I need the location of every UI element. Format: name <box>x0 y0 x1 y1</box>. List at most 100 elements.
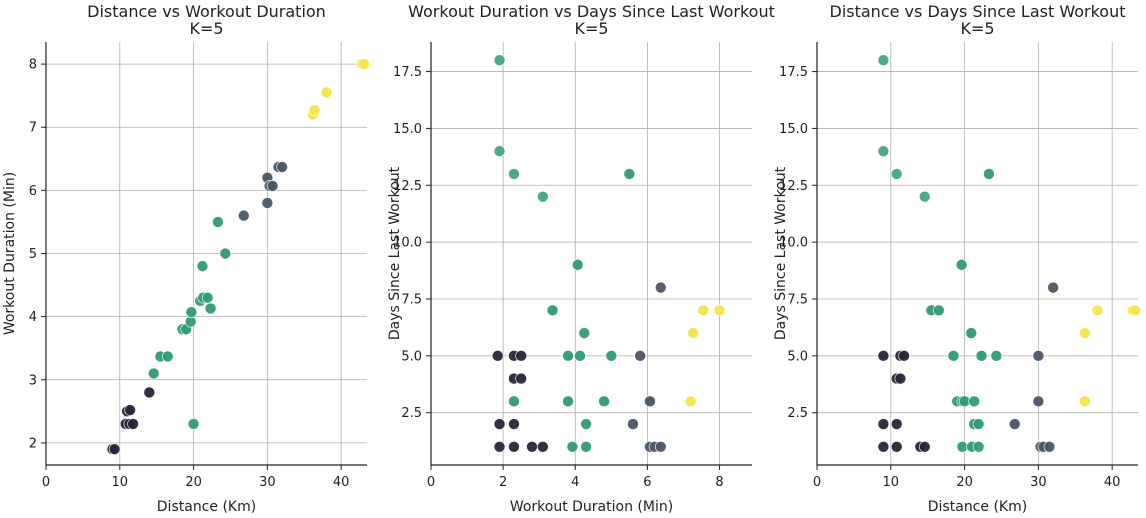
data-point <box>493 441 506 453</box>
data-point <box>147 367 160 380</box>
data-point <box>308 104 321 116</box>
data-point <box>965 327 978 339</box>
data-point <box>276 161 288 173</box>
data-point <box>320 86 333 99</box>
y-tick-label: 2 <box>29 436 37 451</box>
x-tick-label: 2 <box>499 475 507 490</box>
y-tick-label: 17.5 <box>393 65 422 80</box>
data-point <box>212 216 224 228</box>
chart-panel-2: 0 2 4 6 8 2.5 5.0 7.5 10.0 12.5 15.0 17.5 Workout Du… <box>387 2 775 515</box>
y-tick-label: 15.0 <box>779 122 808 137</box>
data-point <box>877 350 890 362</box>
data-point <box>546 304 559 317</box>
y-tick-label: 5.0 <box>401 349 422 364</box>
x-tick-label: 20 <box>956 475 973 490</box>
data-point <box>515 372 527 385</box>
data-point <box>877 418 890 430</box>
chart-title: Distance vs Days Since Last Workout <box>830 2 1126 21</box>
data-point <box>127 418 139 430</box>
data-point <box>1032 350 1045 362</box>
data-point <box>1043 441 1056 453</box>
y-tick-label: 7 <box>29 121 37 136</box>
x-axis-label: Workout Duration (Min) <box>510 499 673 515</box>
data-point <box>947 350 960 362</box>
data-point <box>508 168 520 180</box>
data-point <box>196 260 209 272</box>
data-point <box>571 259 584 271</box>
data-point <box>932 304 945 317</box>
data-point <box>574 350 586 362</box>
data-point <box>161 350 174 363</box>
data-point <box>890 441 903 453</box>
data-point <box>1129 304 1141 317</box>
data-point <box>684 395 697 408</box>
data-point <box>687 327 700 339</box>
x-tick-label: 40 <box>1104 475 1121 490</box>
y-tick-label: 6 <box>29 184 37 199</box>
x-tick-label: 0 <box>42 475 50 490</box>
data-point <box>526 441 538 453</box>
data-point <box>898 350 910 362</box>
y-axis-label: Days Since Last Workout <box>773 166 789 340</box>
chart-panel-1: 0 10 20 30 40 2 3 4 5 6 7 8 Distance vs Workout Dura… <box>2 2 370 515</box>
data-point <box>562 395 574 408</box>
data-point <box>1091 304 1104 317</box>
y-tick-label: 12.5 <box>779 179 808 194</box>
chart-subtitle: K=5 <box>189 19 223 38</box>
data-point <box>605 350 618 362</box>
data-point <box>644 395 656 408</box>
x-tick-label: 40 <box>333 475 350 490</box>
data-point <box>508 418 520 430</box>
data-point <box>1008 418 1021 430</box>
data-point <box>918 190 931 203</box>
x-axis-label: Distance (Km) <box>928 499 1027 515</box>
data-point <box>187 418 200 430</box>
data-point <box>983 168 995 180</box>
data-point <box>654 281 667 294</box>
data-point <box>598 395 610 408</box>
data-point <box>654 441 667 453</box>
chart-subtitle: K=5 <box>574 19 608 38</box>
y-tick-label: 5.0 <box>787 349 808 364</box>
data-point <box>968 395 980 408</box>
data-point <box>972 441 985 453</box>
x-tick-label: 6 <box>643 475 651 490</box>
data-point <box>261 197 274 209</box>
data-point <box>578 327 591 339</box>
x-tick-label: 8 <box>715 475 723 490</box>
data-point <box>537 441 549 453</box>
y-axis-label: Workout Duration (Min) <box>2 172 18 335</box>
x-axis-label: Distance (Km) <box>157 499 256 515</box>
data-point <box>143 386 156 399</box>
data-point <box>124 404 136 416</box>
y-tick-label: 17.5 <box>779 65 808 80</box>
data-point <box>623 168 636 180</box>
data-point <box>108 443 121 456</box>
x-tick-label: 4 <box>571 475 579 490</box>
x-tick-label: 10 <box>883 475 900 490</box>
data-point <box>580 418 592 430</box>
data-point <box>955 259 968 271</box>
data-point <box>358 58 370 70</box>
x-tick-label: 30 <box>259 475 276 490</box>
data-point <box>562 350 574 362</box>
data-point <box>877 441 890 453</box>
data-point <box>990 350 1003 362</box>
y-tick-label: 5 <box>29 247 37 262</box>
data-point <box>634 350 646 362</box>
data-point <box>697 304 710 317</box>
data-point <box>877 145 890 157</box>
y-tick-label: 15.0 <box>393 122 422 137</box>
data-point <box>493 145 506 157</box>
data-point <box>713 304 726 317</box>
data-point <box>508 441 520 453</box>
data-point <box>566 441 579 453</box>
chart-title: Workout Duration vs Days Since Last Work… <box>408 2 775 21</box>
data-point <box>894 372 907 385</box>
x-tick-label: 10 <box>112 475 129 490</box>
data-point <box>515 350 527 362</box>
data-point <box>1079 395 1091 408</box>
data-point <box>204 302 217 315</box>
chart-panel-3: 0 10 20 30 40 2.5 5.0 7.5 10.0 12.5 15.0 17.5 Distan… <box>773 2 1141 515</box>
